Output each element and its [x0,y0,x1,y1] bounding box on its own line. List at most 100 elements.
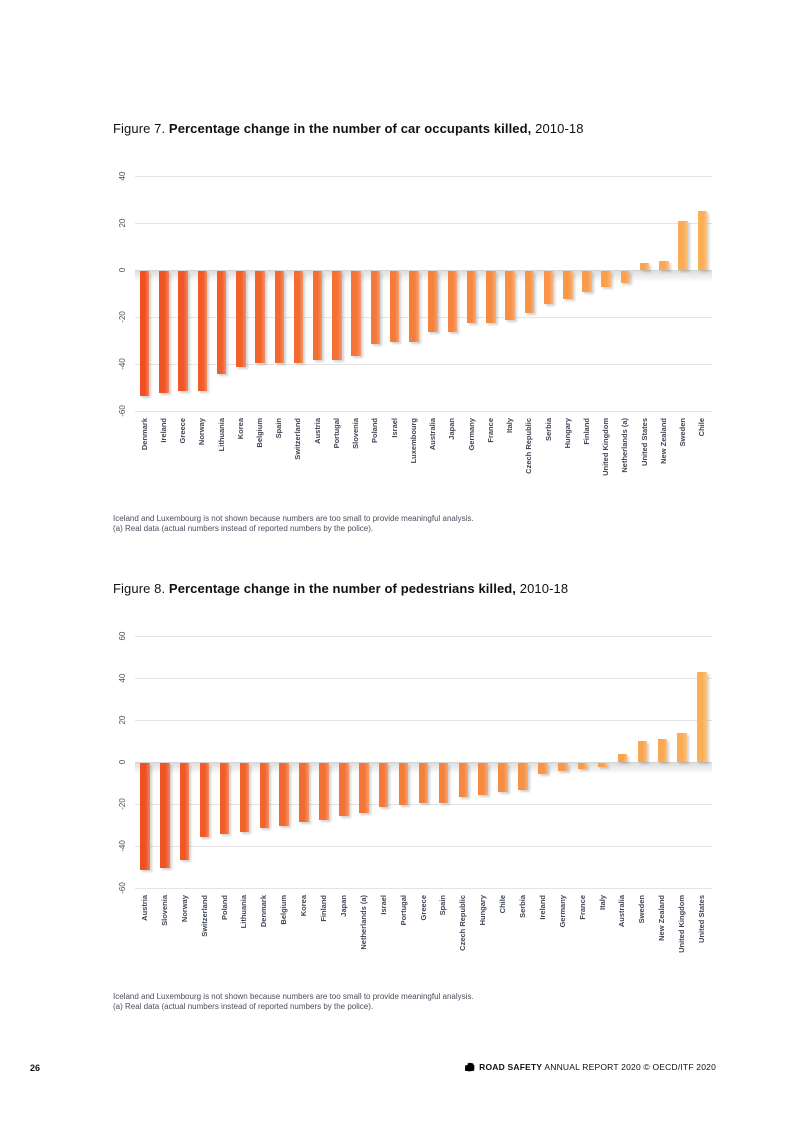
x-axis-label: Korea [235,418,245,440]
gridline-20 [135,223,712,224]
bar-poland [219,763,230,835]
y-tick-label: 40 [118,673,127,683]
bar-united-states [639,262,650,270]
x-axis-label: Norway [179,895,189,923]
x-axis-label: New Zealand [657,895,667,941]
bar-spain [274,271,284,363]
bar-lithuania [239,763,250,833]
x-axis-label: Italy [505,418,515,434]
figure8-note-line2: (a) Real data (actual numbers instead of… [113,1002,374,1011]
x-axis-label: Belgium [255,418,265,448]
x-axis-label: Denmark [139,418,149,451]
y-tick-label: 40 [118,171,127,181]
bar-hungary [478,763,488,795]
x-axis-label: Hungary [562,418,572,449]
y-tick-label: 20 [118,218,127,228]
bar-luxembourg [409,271,419,342]
gridline-20 [135,720,712,721]
bar-sweden [637,741,648,762]
x-axis-label: United Kingdom [677,895,687,953]
page-number: 26 [30,1063,41,1073]
x-axis-label: Finland [319,895,329,922]
figure8-title-bold: Percentage change in the number of pedes… [168,581,517,596]
bar-austria [140,763,150,871]
x-axis-label: Japan [447,418,457,440]
y-tick-label: 0 [118,759,127,765]
bar-new-zealand [657,738,667,762]
x-axis-label: Spain [438,895,448,916]
x-axis-label: Hungary [478,895,488,926]
bar-sweden [678,220,688,270]
bar-united-states [697,671,707,762]
x-axis-label: Slovenia [351,418,361,449]
x-axis-label: France [485,418,495,443]
y-tick-label: -60 [118,405,127,417]
x-axis-label: Norway [197,418,207,446]
x-axis-label: Sweden [637,895,647,924]
y-tick-label: -20 [118,798,127,810]
bar-belgium [255,271,265,363]
bar-poland [370,271,381,344]
x-axis-label: Portugal [398,895,408,926]
bar-chile [498,763,508,793]
figure8-title-prefix: Figure 8. [113,581,169,596]
x-axis-label: Belgium [279,895,289,925]
gridline--20 [135,804,712,805]
bar-greece [418,763,429,803]
x-axis-label: Chile [697,418,707,437]
bar-norway [179,763,190,860]
x-axis-label: France [577,895,587,920]
x-axis-label: Greece [418,895,428,921]
x-axis-label: Serbia [517,895,527,918]
y-tick-label: -40 [118,358,127,370]
x-axis-label: United Kingdom [601,418,611,476]
figure7-title: Figure 7. Percentage change in the numbe… [113,121,584,136]
bar-chile [697,211,708,270]
bar-korea [236,271,246,368]
bar-italy [505,271,515,321]
x-axis-label: Lithuania [239,895,249,929]
x-axis-label: Greece [178,418,188,444]
x-axis-label: Finland [581,418,591,445]
y-tick-label: 60 [118,631,127,641]
bar-japan [447,271,458,333]
x-axis-label: Czech Republic [458,895,468,951]
bar-united-kingdom [601,271,611,288]
bar-italy [597,763,608,768]
gridline--20 [135,317,712,318]
y-tick-label: -20 [118,311,127,323]
figure7-title-prefix: Figure 7. [113,121,169,136]
x-axis-label: Austria [312,418,322,444]
bar-switzerland [199,763,210,837]
bar-portugal [398,763,409,805]
x-axis-label: Australia [428,418,438,451]
x-axis-label: Italy [597,895,607,911]
bar-norway [197,271,208,391]
bar-korea [299,763,309,822]
gridline--60 [135,888,712,889]
x-axis-label: Denmark [259,895,269,928]
bar-finland [319,763,329,820]
gridline-40 [135,678,712,679]
bar-united-kingdom [677,732,687,762]
x-axis-label: Germany [557,895,567,928]
bar-japan [339,763,349,816]
x-axis-label: Japan [338,895,348,917]
x-axis-label: Austria [139,895,149,921]
figure7-title-bold: Percentage change in the number of car o… [168,121,532,136]
gridline--40 [135,364,712,365]
x-axis-label: United States [697,895,707,943]
bar-australia [428,271,438,333]
bar-finland [582,271,592,293]
bar-ireland [538,763,548,774]
figure7-chart: 40 20 0 -20 -40 -60 Denmark Ireland Greece Norway… [118,172,712,476]
bar-portugal [332,271,342,361]
bar-serbia [518,763,528,791]
y-tick-label: -40 [118,840,127,852]
x-axis-label: Chile [498,895,508,914]
x-axis-label: Sweden [678,418,688,447]
x-axis-label: Lithuania [216,418,226,452]
footer-brand-rest: ANNUAL REPORT 2020 © OECD/ITF 2020 [542,1062,716,1072]
bar-australia [617,753,628,762]
bar-belgium [279,763,289,826]
